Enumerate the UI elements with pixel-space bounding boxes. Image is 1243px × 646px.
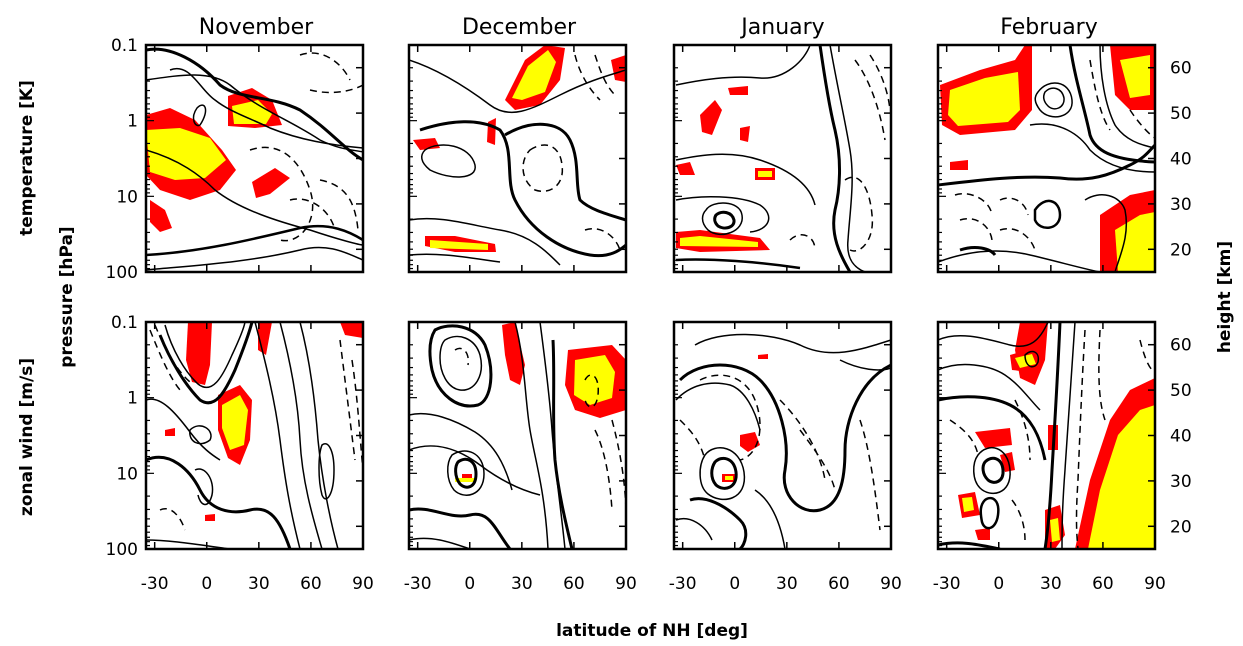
y-tick-label: 10 xyxy=(116,187,138,207)
height-tick-label: 50 xyxy=(1170,381,1192,401)
row-label-zonal-wind: zonal wind [m/s] xyxy=(17,358,37,516)
height-tick-label: 40 xyxy=(1170,150,1192,170)
x-tick-label: 60 xyxy=(300,574,322,594)
y-axis-label-pressure: pressure [hPa] xyxy=(57,226,77,367)
panel-february-zonal-wind xyxy=(936,320,1157,551)
x-tick-label: 0 xyxy=(201,574,212,594)
panel-november-zonal-wind xyxy=(144,320,365,551)
x-tick-label: 0 xyxy=(993,574,1004,594)
x-tick-label: 90 xyxy=(1144,574,1166,594)
x-tick-label: 0 xyxy=(464,574,475,594)
y-axis-label-height: height [km] xyxy=(1215,241,1235,353)
y-tick-label: 100 xyxy=(106,540,138,560)
height-tick-label: 60 xyxy=(1170,59,1192,79)
x-tick-label: 90 xyxy=(352,574,374,594)
x-tick-label: 30 xyxy=(511,574,533,594)
height-tick-label: 40 xyxy=(1170,427,1192,447)
x-tick-label: 30 xyxy=(776,574,798,594)
x-tick-label: -30 xyxy=(141,574,169,594)
title-february: February xyxy=(1000,15,1098,40)
title-january: January xyxy=(739,15,824,40)
panel-january-zonal-wind xyxy=(672,320,893,551)
y-tick-label: 0.1 xyxy=(111,313,138,333)
x-tick-label: 0 xyxy=(729,574,740,594)
height-tick-label: 50 xyxy=(1170,104,1192,124)
title-december: December xyxy=(462,15,577,40)
x-tick-label: 60 xyxy=(563,574,585,594)
x-tick-label: 30 xyxy=(1040,574,1062,594)
x-tick-label: 60 xyxy=(828,574,850,594)
x-tick-label: 60 xyxy=(1092,574,1114,594)
panel-december-zonal-wind xyxy=(407,320,628,551)
height-tick-label: 30 xyxy=(1170,472,1192,492)
y-tick-label: 0.1 xyxy=(111,36,138,56)
height-tick-label: 30 xyxy=(1170,195,1192,215)
panel-february-temperature xyxy=(936,43,1157,274)
x-tick-label: 90 xyxy=(615,574,637,594)
x-tick-label: 30 xyxy=(248,574,270,594)
height-tick-label: 20 xyxy=(1170,517,1192,537)
title-november: November xyxy=(199,15,314,40)
x-axis-label-latitude: latitude of NH [deg] xyxy=(556,621,748,641)
y-tick-label: 1 xyxy=(127,389,138,409)
row-label-temperature: temperature [K] xyxy=(17,80,37,236)
x-tick-label: -30 xyxy=(404,574,432,594)
y-tick-label: 10 xyxy=(116,464,138,484)
x-tick-label: -30 xyxy=(933,574,961,594)
x-tick-label: 90 xyxy=(880,574,902,594)
height-tick-label: 20 xyxy=(1170,240,1192,260)
panel-november-temperature xyxy=(144,43,365,274)
panel-january-temperature xyxy=(672,43,893,274)
height-tick-label: 60 xyxy=(1170,336,1192,356)
x-tick-label: -30 xyxy=(669,574,697,594)
y-tick-label: 100 xyxy=(106,263,138,283)
y-tick-label: 1 xyxy=(127,112,138,132)
panel-december-temperature xyxy=(407,43,628,274)
